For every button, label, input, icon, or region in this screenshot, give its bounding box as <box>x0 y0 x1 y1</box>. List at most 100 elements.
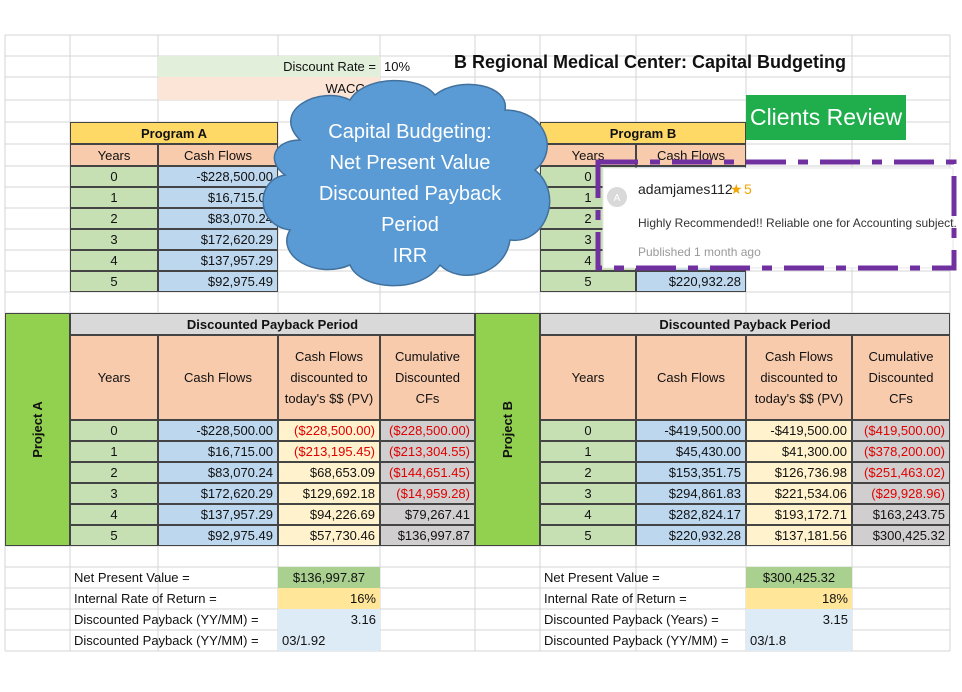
program-year: 5 <box>70 271 158 292</box>
summary-label: Internal Rate of Return = <box>74 591 217 606</box>
program-cash-flow: $83,070.24 <box>158 208 278 229</box>
project-cell: ($228,500.00) <box>380 420 475 441</box>
program-year: 0 <box>70 166 158 187</box>
project-cell: $126,736.98 <box>746 462 852 483</box>
project-cell: $137,181.56 <box>746 525 852 546</box>
cloud <box>262 79 551 287</box>
star: ★ <box>730 181 743 197</box>
project-cell: $137,957.29 <box>158 504 278 525</box>
program-year: 5 <box>540 271 636 292</box>
project-header: Cumulative Discounted CFs <box>852 335 950 420</box>
project-title: Discounted Payback Period <box>540 313 950 335</box>
program-title: Program B <box>540 122 746 144</box>
project-cell: ($378,200.00) <box>852 441 950 462</box>
cloud-text: Net Present Value <box>330 152 491 174</box>
review-published: Published 1 month ago <box>638 245 761 259</box>
project-cell: $163,243.75 <box>852 504 950 525</box>
project-header: Cash Flows discounted to today's $$ (PV) <box>278 335 380 420</box>
project-header: Cash Flows discounted to today's $$ (PV) <box>746 335 852 420</box>
project-cell: $68,653.09 <box>278 462 380 483</box>
summary-label: Discounted Payback (YY/MM) = <box>74 612 259 627</box>
program-header: Years <box>70 144 158 166</box>
summary-label: Net Present Value = <box>74 570 190 585</box>
project-cell: 4 <box>70 504 158 525</box>
review-text: Highly Recommended!! Reliable one for Ac… <box>638 216 957 230</box>
project-cell: ($213,304.55) <box>380 441 475 462</box>
project-title: Discounted Payback Period <box>70 313 475 335</box>
project-cell: ($14,959.28) <box>380 483 475 504</box>
project-header: Years <box>70 335 158 420</box>
summary-label: Internal Rate of Return = <box>544 591 687 606</box>
cloud-text: Capital Budgeting: <box>328 121 491 143</box>
project-cell: $153,351.75 <box>636 462 746 483</box>
project-cell: $41,300.00 <box>746 441 852 462</box>
wacc-label: WACC = <box>158 77 380 100</box>
summary-value: 18% <box>746 588 852 609</box>
discount-rate-value: 10% <box>384 59 411 74</box>
project-header: Cumulative Discounted CFs <box>380 335 475 420</box>
review-card <box>602 167 954 269</box>
project-cell: 5 <box>540 525 636 546</box>
project-label: Project A <box>5 313 70 546</box>
project-cell: ($29,928.96) <box>852 483 950 504</box>
project-cell: 3 <box>540 483 636 504</box>
program-year: 2 <box>70 208 158 229</box>
project-cell: $193,172.71 <box>746 504 852 525</box>
project-cell: 1 <box>540 441 636 462</box>
discount-rate-label: Discount Rate = <box>158 56 380 77</box>
summary-value: 03/1.92 <box>278 630 380 651</box>
project-cell: ($251,463.02) <box>852 462 950 483</box>
clients-review: Clients Review <box>746 95 906 140</box>
summary-value: 3.16 <box>278 609 380 630</box>
program-title: Program A <box>70 122 278 144</box>
program-cash-flow: $137,957.29 <box>158 250 278 271</box>
project-cell: 3 <box>70 483 158 504</box>
project-cell: 4 <box>540 504 636 525</box>
summary-value: 03/1.8 <box>746 630 852 651</box>
project-cell: $45,430.00 <box>636 441 746 462</box>
project-cell: $300,425.32 <box>852 525 950 546</box>
program-header: Cash Flows <box>636 144 746 166</box>
program-cash-flow: $220,932.28 <box>636 271 746 292</box>
review-rating: 5 <box>744 181 752 197</box>
project-cell: $129,692.18 <box>278 483 380 504</box>
cloud-text: IRR <box>393 245 427 267</box>
summary-label: Net Present Value = <box>544 570 660 585</box>
project-cell: 0 <box>540 420 636 441</box>
review-border <box>595 159 957 271</box>
summary-label: Discounted Payback (YY/MM) = <box>544 633 729 648</box>
project-cell: $83,070.24 <box>158 462 278 483</box>
project-cell: -$419,500.00 <box>636 420 746 441</box>
project-cell: $136,997.87 <box>380 525 475 546</box>
page-title: B Regional Medical Center: Capital Budge… <box>454 51 847 72</box>
program-cash-flow: $172,620.29 <box>158 229 278 250</box>
avatar-letter: A <box>614 193 621 204</box>
avatar <box>607 187 627 207</box>
project-cell: $92,975.49 <box>158 525 278 546</box>
summary-value: 3.15 <box>746 609 852 630</box>
project-label: Project B <box>475 313 540 546</box>
project-cell: 2 <box>540 462 636 483</box>
project-header: Cash Flows <box>158 335 278 420</box>
project-header: Years <box>540 335 636 420</box>
project-cell: $221,534.06 <box>746 483 852 504</box>
project-cell: $79,267.41 <box>380 504 475 525</box>
project-cell: ($228,500.00) <box>278 420 380 441</box>
project-cell: $282,824.17 <box>636 504 746 525</box>
review-user: adamjames112 <box>638 181 733 197</box>
project-cell: $294,861.83 <box>636 483 746 504</box>
summary-label: Discounted Payback (YY/MM) = <box>74 633 259 648</box>
program-year: 3 <box>70 229 158 250</box>
project-cell: $16,715.00 <box>158 441 278 462</box>
program-year: 1 <box>70 187 158 208</box>
summary-value: $136,997.87 <box>278 567 380 588</box>
program-cash-flow: -$228,500.00 <box>158 166 278 187</box>
program-cash-flow: $16,715.00 <box>158 187 278 208</box>
project-cell: $94,226.69 <box>278 504 380 525</box>
project-cell: 5 <box>70 525 158 546</box>
project-cell: 2 <box>70 462 158 483</box>
cloud-text: Discounted Payback <box>319 183 502 205</box>
project-cell: ($144,651.45) <box>380 462 475 483</box>
project-cell: ($213,195.45) <box>278 441 380 462</box>
